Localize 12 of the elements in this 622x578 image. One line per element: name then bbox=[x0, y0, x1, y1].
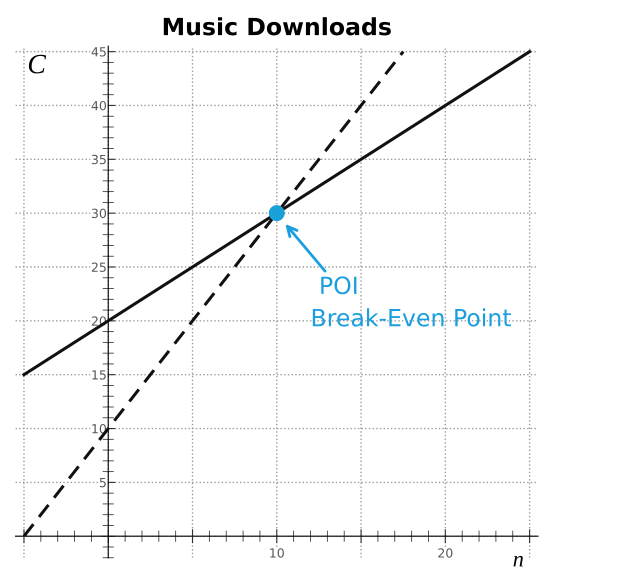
annotation: Break-Even Point bbox=[312, 308, 511, 327]
y-tick-label: 5 bbox=[100, 478, 106, 488]
y-tick-label: 35 bbox=[92, 154, 106, 164]
y-tick-label: 15 bbox=[92, 370, 106, 380]
annotation: POI bbox=[321, 276, 356, 294]
chart-title: Music Downloads bbox=[164, 17, 391, 36]
y-tick-label: 30 bbox=[92, 208, 106, 218]
x-axis-title: n bbox=[514, 556, 523, 566]
y-tick-label: 25 bbox=[92, 262, 106, 272]
y-tick-label: 45 bbox=[92, 47, 106, 57]
y-tick-label: 40 bbox=[92, 100, 106, 110]
y-axis-title: C bbox=[28, 54, 46, 74]
